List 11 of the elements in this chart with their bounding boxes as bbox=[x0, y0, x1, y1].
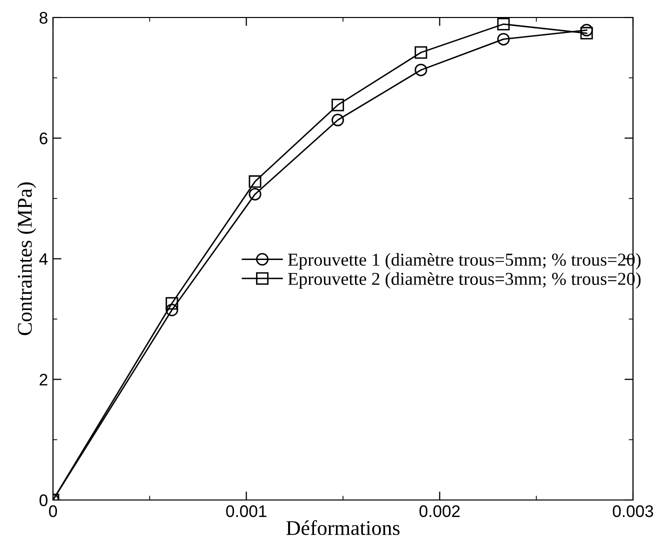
x-tick-label: 0 bbox=[49, 505, 57, 518]
y-tick-label: 8 bbox=[40, 12, 48, 24]
y-tick-label: 0 bbox=[40, 494, 48, 506]
y-tick-label: 4 bbox=[39, 253, 48, 265]
y-axis-title: Contraintes (MPa) bbox=[17, 182, 36, 336]
x-tick-label: 0.003 bbox=[612, 505, 654, 518]
x-tick-label: 0.002 bbox=[419, 505, 460, 518]
y-tick-label: 2 bbox=[40, 374, 48, 386]
x-tick-label: 0.001 bbox=[226, 505, 266, 518]
x-axis-title: Déformations bbox=[286, 520, 400, 536]
y-tick-label: 6 bbox=[40, 132, 48, 144]
